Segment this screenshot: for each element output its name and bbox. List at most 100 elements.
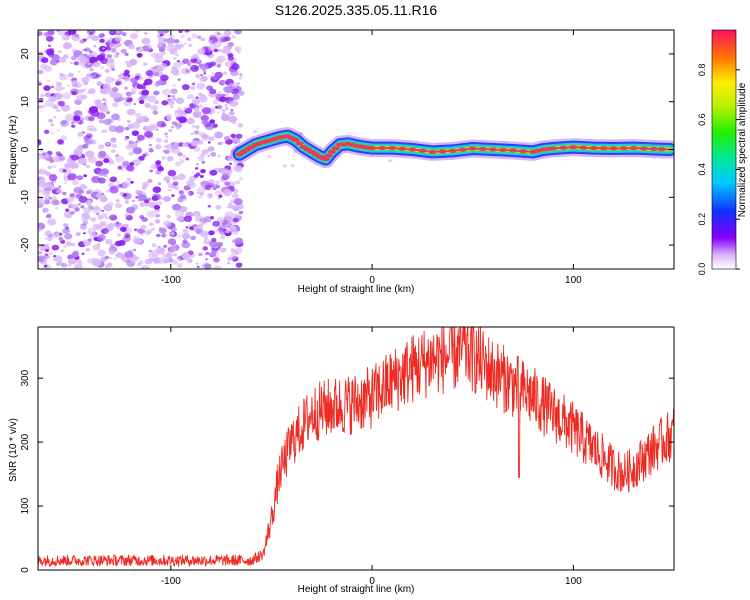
noise-speckle (190, 132, 194, 135)
noise-speckle (112, 87, 119, 92)
noise-speckle (60, 239, 66, 244)
colorbar-label: Normalized spectral amplitude (737, 82, 748, 217)
noise-speckle (77, 54, 86, 62)
noise-speckle (124, 138, 128, 141)
noise-speckle (150, 104, 159, 111)
noise-speckle (158, 44, 163, 48)
noise-speckle (51, 199, 59, 206)
snr-xtick-label: 0 (369, 576, 375, 587)
noise-speckle (175, 97, 185, 104)
noise-speckle (224, 106, 229, 109)
noise-speckle (218, 229, 227, 235)
noise-speckle (111, 78, 115, 81)
noise-speckle (133, 228, 138, 232)
spectral-ridge-blob (438, 149, 447, 154)
noise-speckle (131, 90, 136, 95)
noise-speckle (43, 199, 51, 205)
noise-speckle (83, 174, 88, 178)
noise-speckle (147, 179, 153, 183)
noise-speckle (98, 170, 106, 177)
noise-speckle (70, 61, 73, 65)
noise-speckle (106, 50, 111, 53)
noise-speckle (185, 157, 190, 161)
noise-speckle (238, 76, 243, 80)
noise-speckle (224, 86, 234, 94)
noise-speckle (77, 70, 81, 73)
noise-speckle (216, 104, 223, 110)
noise-speckle (80, 205, 85, 209)
noise-speckle (172, 176, 178, 181)
noise-speckle (227, 116, 236, 123)
noise-speckle (109, 257, 113, 260)
noise-speckle (209, 40, 213, 43)
noise-speckle (58, 185, 62, 188)
noise-speckle (64, 182, 67, 185)
spectral-ridge-blob (619, 146, 628, 151)
noise-speckle (203, 72, 207, 75)
noise-speckle (47, 44, 52, 47)
noise-speckle (87, 91, 91, 95)
noise-speckle (198, 252, 203, 257)
noise-speckle (208, 89, 212, 92)
noise-speckle (230, 133, 236, 138)
noise-speckle (73, 115, 81, 122)
noise-speckle (170, 142, 175, 146)
noise-speckle (111, 68, 115, 71)
noise-speckle (174, 210, 185, 218)
noise-speckle (195, 125, 200, 129)
noise-speckle (69, 193, 75, 198)
noise-speckle (38, 69, 44, 75)
noise-speckle (99, 196, 108, 203)
noise-speckle (51, 244, 60, 251)
noise-speckle (141, 89, 150, 96)
noise-speckle (200, 37, 205, 42)
noise-speckle (151, 249, 160, 256)
noise-speckle (209, 61, 216, 67)
noise-speckle (120, 226, 127, 232)
noise-speckle (215, 184, 218, 186)
noise-speckle (104, 230, 109, 234)
noise-speckle (89, 67, 95, 72)
noise-speckle (267, 155, 272, 159)
spectral-ridge-blob (388, 146, 397, 151)
noise-speckle (81, 121, 85, 124)
noise-speckle (73, 33, 80, 38)
noise-speckle (224, 181, 230, 186)
noise-speckle (231, 226, 237, 231)
noise-speckle (126, 206, 136, 214)
noise-speckle (161, 156, 166, 160)
noise-speckle (177, 197, 181, 201)
noise-speckle (96, 234, 106, 242)
noise-speckle (214, 131, 224, 139)
noise-speckle (231, 137, 241, 145)
noise-speckle (48, 118, 54, 123)
noise-speckle (117, 233, 121, 237)
noise-speckle (117, 73, 125, 79)
noise-speckle (233, 198, 243, 206)
noise-speckle (197, 104, 204, 109)
noise-speckle (201, 149, 209, 155)
noise-speckle (128, 140, 134, 145)
noise-speckle (73, 61, 80, 66)
noise-speckle (43, 258, 47, 262)
noise-speckle (115, 125, 125, 133)
noise-speckle (106, 54, 113, 59)
noise-speckle (149, 257, 155, 262)
snr-plot-area (38, 327, 674, 568)
noise-speckle (133, 103, 137, 106)
noise-speckle (192, 111, 202, 118)
noise-speckle (81, 76, 90, 83)
noise-speckle (124, 251, 133, 258)
noise-speckle (151, 195, 159, 201)
noise-speckle (183, 107, 187, 110)
noise-speckle (84, 217, 89, 221)
noise-speckle (128, 43, 136, 50)
noise-speckle (171, 147, 181, 155)
noise-speckle (84, 47, 91, 52)
noise-speckle (217, 32, 221, 35)
noise-speckle (146, 231, 151, 235)
noise-speckle (163, 244, 168, 248)
noise-speckle (227, 42, 235, 47)
noise-speckle (140, 233, 144, 236)
spectrogram-ytick-label: -20 (20, 237, 31, 252)
